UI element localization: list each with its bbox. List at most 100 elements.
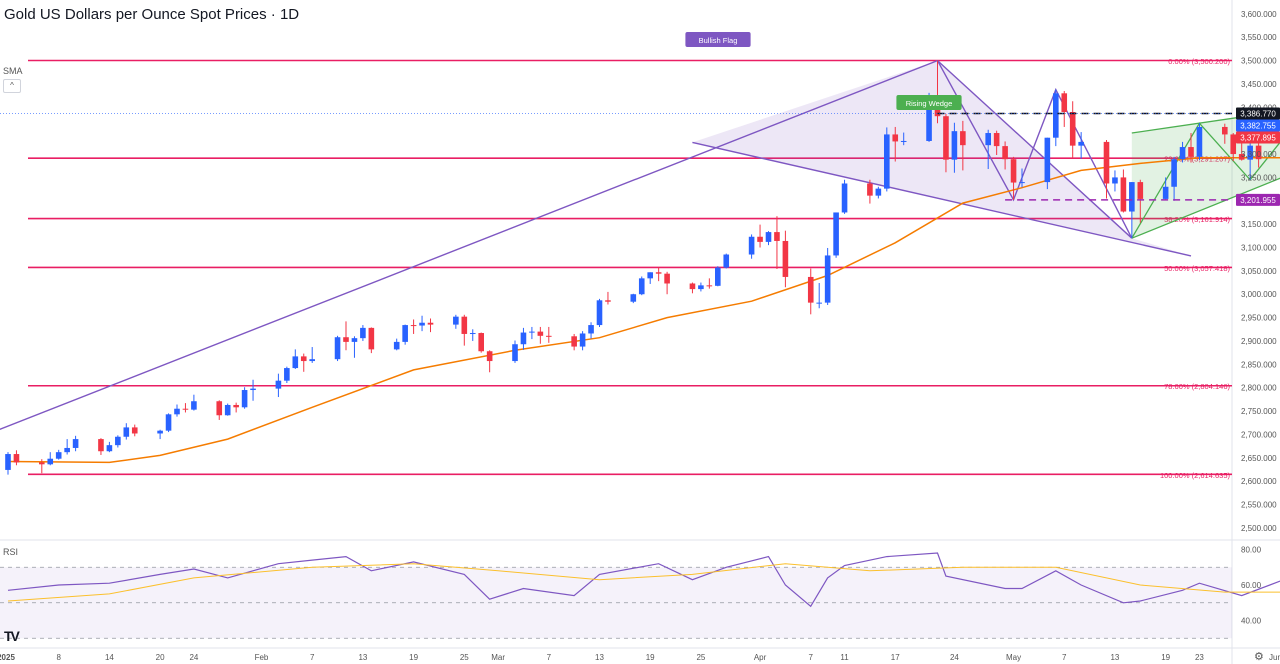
price-axis-tick: 3,000.000 <box>1241 290 1277 299</box>
candle <box>1196 123 1203 161</box>
price-tag <box>1236 119 1280 132</box>
price-axis-tick: 3,300.000 <box>1241 150 1277 159</box>
candle-body <box>343 337 349 342</box>
bullish-flag-label: Bullish Flag <box>699 36 738 45</box>
candle <box>655 267 662 282</box>
candle-body <box>123 427 130 437</box>
time-axis-tick: 14 <box>105 653 114 662</box>
rising-wedge-lower-line <box>1131 177 1280 239</box>
rising-wedge-label: Rising Wedge <box>906 99 953 108</box>
candle <box>98 438 104 455</box>
candle-body <box>1010 159 1017 183</box>
candle <box>1247 140 1253 180</box>
candle-body <box>284 368 290 381</box>
price-axis-tick: 2,800.000 <box>1241 384 1277 393</box>
candle <box>64 439 70 455</box>
candle-body <box>360 327 366 339</box>
candle-body <box>410 325 417 327</box>
candle-body <box>224 404 231 416</box>
time-axis-tick: 20 <box>156 653 165 662</box>
candle <box>1179 141 1186 163</box>
settings-gear-icon[interactable]: ⚙ <box>1254 651 1264 663</box>
candle-body <box>1112 177 1118 184</box>
candle-body <box>275 380 282 389</box>
candle <box>698 282 704 292</box>
candle-body <box>1069 111 1076 146</box>
candle-body <box>1230 134 1237 155</box>
candle-body <box>985 133 991 146</box>
price-axis-tick: 2,850.000 <box>1241 360 1277 369</box>
candle-body <box>520 332 527 345</box>
time-axis-tick: 23 <box>1195 653 1204 662</box>
collapse-indicator-button[interactable]: ^ <box>3 79 21 93</box>
fib-level-label: 78.60% (2,804.146) <box>1164 382 1230 391</box>
candle <box>520 327 527 350</box>
sma-indicator-label[interactable]: SMA <box>3 66 23 76</box>
candle-body <box>546 335 552 337</box>
candle-body <box>892 134 899 142</box>
candle <box>943 113 949 173</box>
candle <box>960 120 966 171</box>
candle <box>867 179 873 204</box>
candle-body <box>960 131 966 146</box>
candle-body <box>993 133 1000 147</box>
candle <box>647 272 653 284</box>
time-axis-tick: 24 <box>950 653 959 662</box>
chart-patterns <box>0 59 1280 431</box>
candle <box>486 350 493 373</box>
candle <box>13 450 20 466</box>
rsi-indicator-label[interactable]: RSI <box>3 547 19 557</box>
candle-body <box>1044 137 1051 183</box>
candle-body <box>630 294 637 302</box>
price-axis-tick: 3,450.000 <box>1241 80 1277 89</box>
candle <box>605 291 611 305</box>
candle-body <box>715 267 721 286</box>
candle <box>774 216 780 270</box>
candle-body <box>816 302 822 304</box>
price-tags: 3,386.770 3,382.755 3,377.895 3,201.955 <box>1236 107 1280 206</box>
time-axis-tick: 19 <box>646 653 655 662</box>
candle <box>224 403 231 416</box>
candle-body <box>596 300 603 326</box>
candle <box>588 322 594 339</box>
time-axis-tick: 19 <box>409 653 418 662</box>
candle-body <box>47 458 54 465</box>
candle-body <box>638 278 645 295</box>
candle-body <box>833 212 839 256</box>
candle <box>512 340 518 363</box>
tradingview-logo[interactable]: TV <box>4 628 20 644</box>
price-axis-tick: 3,250.000 <box>1241 173 1277 182</box>
candle <box>55 449 62 460</box>
candle <box>1137 179 1144 223</box>
candle <box>782 230 789 288</box>
candle <box>638 276 645 296</box>
candle <box>461 314 468 346</box>
candle <box>529 326 535 340</box>
candle <box>1255 141 1262 168</box>
candle <box>664 271 670 295</box>
rising-wedge-upper-line <box>1131 110 1280 134</box>
candle-body <box>647 272 653 279</box>
candle <box>807 268 814 315</box>
bullish-flag-bottom-line <box>692 141 1192 257</box>
candle-body <box>1129 182 1135 212</box>
candle-body <box>1061 93 1068 112</box>
candle <box>115 435 121 448</box>
candle <box>993 130 1000 155</box>
candle <box>216 400 223 420</box>
price-axis-tick: 2,700.000 <box>1241 430 1277 439</box>
time-axis-tick: 2025 <box>0 653 15 662</box>
sma-overlay <box>7 157 1280 464</box>
candle-body <box>1137 182 1144 199</box>
candle <box>419 315 425 332</box>
candle <box>106 441 113 453</box>
candle <box>1129 182 1135 239</box>
candle-body <box>368 327 375 350</box>
candle-body <box>512 344 518 362</box>
price-axis-tick: 2,500.000 <box>1241 524 1277 533</box>
candle <box>284 366 290 384</box>
candle <box>715 266 721 287</box>
price-axis-tick: 2,550.000 <box>1241 501 1277 510</box>
